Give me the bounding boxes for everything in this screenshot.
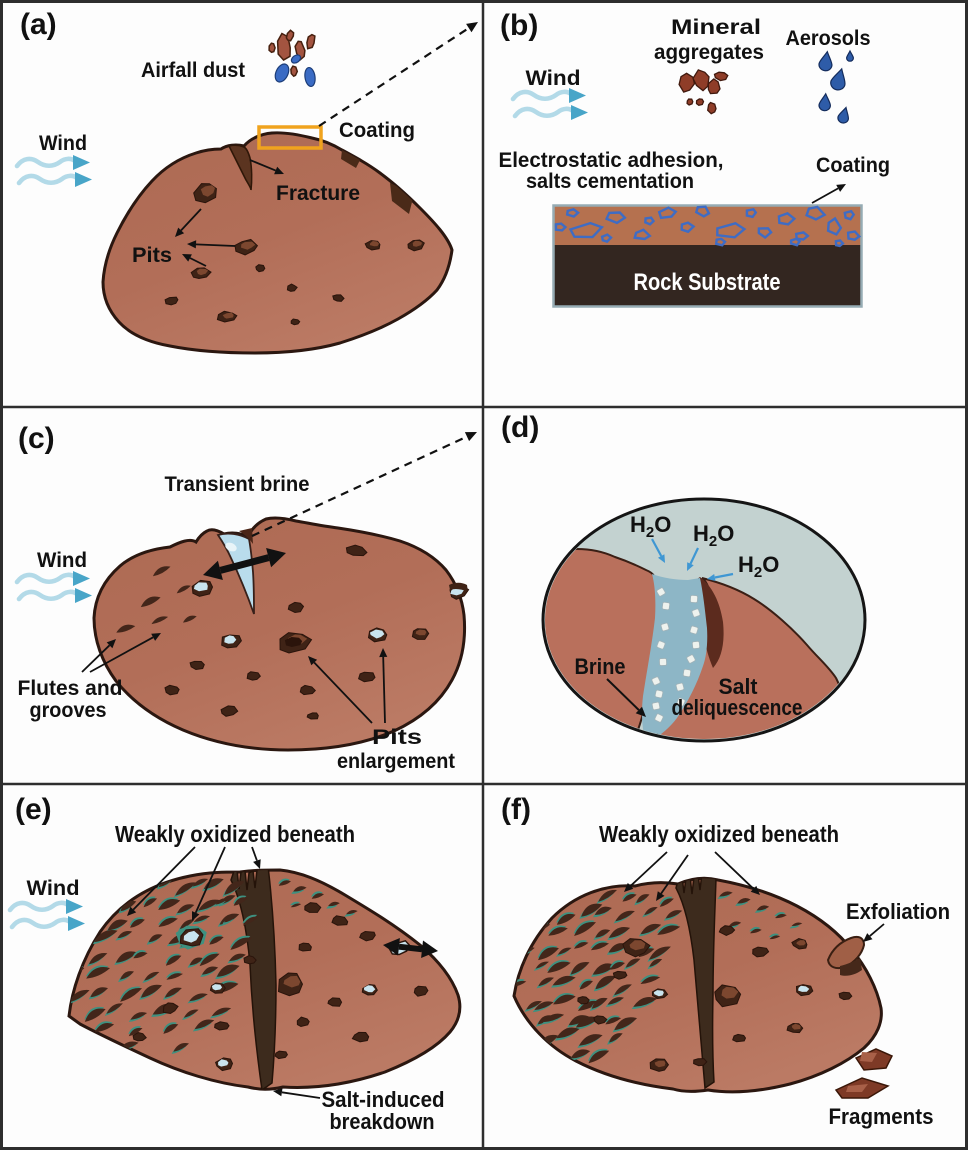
svg-text:Aerosols: Aerosols [786,27,871,50]
svg-text:Fracture: Fracture [276,182,360,205]
svg-text:Airfall dust: Airfall dust [141,59,245,82]
svg-text:(f): (f) [501,793,531,826]
svg-text:Salt-induced: Salt-induced [322,1087,445,1112]
svg-text:Mineral: Mineral [671,16,761,39]
svg-text:(a): (a) [20,8,57,41]
svg-text:deliquescence: deliquescence [672,695,803,720]
svg-text:breakdown: breakdown [330,1109,435,1134]
svg-text:salts cementation: salts cementation [526,170,694,193]
svg-text:grooves: grooves [30,699,107,722]
svg-text:Wind: Wind [526,67,581,90]
svg-text:Salt: Salt [719,674,759,699]
svg-text:enlargement: enlargement [337,750,455,773]
svg-text:(b): (b) [500,9,538,42]
svg-text:Pits: Pits [372,726,422,749]
svg-text:Rock Substrate: Rock Substrate [634,269,781,296]
svg-text:Fragments: Fragments [829,1104,934,1129]
svg-text:Electrostatic adhesion,: Electrostatic adhesion, [499,149,724,172]
svg-text:(d): (d) [501,411,539,444]
svg-text:Pits: Pits [132,244,172,267]
svg-text:Wind: Wind [37,549,87,572]
svg-text:(e): (e) [15,793,52,826]
svg-text:Flutes and: Flutes and [18,677,123,700]
svg-text:Weakly oxidized beneath: Weakly oxidized beneath [115,821,355,847]
svg-text:Brine: Brine [575,654,626,679]
svg-text:Coating: Coating [339,119,415,142]
svg-text:Transient brine: Transient brine [165,473,310,496]
svg-text:aggregates: aggregates [654,41,764,64]
svg-text:Weakly oxidized beneath: Weakly oxidized beneath [599,821,839,847]
svg-text:(c): (c) [18,422,55,455]
svg-text:Wind: Wind [39,132,87,155]
svg-text:Exfoliation: Exfoliation [846,899,950,924]
svg-text:Coating: Coating [816,154,890,177]
svg-text:Wind: Wind [27,877,80,900]
